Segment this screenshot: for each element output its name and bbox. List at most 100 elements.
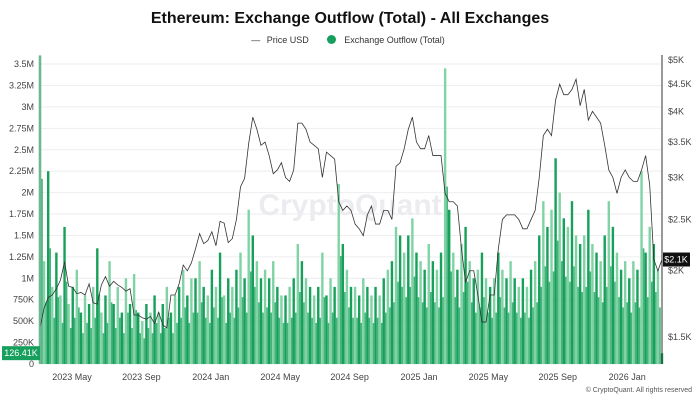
outflow-bar bbox=[372, 322, 375, 364]
price-line bbox=[39, 77, 663, 329]
outflow-bar bbox=[411, 218, 414, 364]
outflow-bar bbox=[619, 269, 623, 364]
outflow-bar bbox=[409, 286, 412, 364]
outflow-bar bbox=[218, 252, 222, 364]
outflow-bar bbox=[509, 261, 512, 364]
x-tick-label: 2025 May bbox=[469, 372, 509, 382]
left-tick-label: 1.25M bbox=[9, 252, 34, 262]
outflow-bar bbox=[214, 286, 218, 364]
watermark: CryptoQuant bbox=[258, 189, 441, 222]
outflow-bar bbox=[63, 226, 66, 364]
outflow-bar bbox=[327, 322, 330, 364]
outflow-bar bbox=[599, 261, 602, 364]
outflow-bar bbox=[331, 312, 334, 364]
outflow-bar bbox=[143, 338, 146, 364]
outflow-bar bbox=[548, 281, 551, 364]
outflow-bar bbox=[112, 304, 115, 364]
x-tick-label: 2023 May bbox=[52, 372, 92, 382]
outflow-bar bbox=[458, 307, 461, 364]
outflow-bar bbox=[382, 278, 385, 364]
outflow-bar bbox=[597, 297, 600, 364]
outflow-bar bbox=[263, 269, 267, 364]
outflow-bar bbox=[511, 302, 514, 364]
legend: — Price USD Exchange Outflow (Total) bbox=[0, 35, 700, 45]
outflow-bar bbox=[308, 286, 312, 364]
outflow-bar bbox=[75, 269, 79, 364]
outflow-bar bbox=[91, 286, 95, 364]
outflow-bar bbox=[321, 252, 324, 364]
outflow-bar bbox=[499, 297, 502, 364]
outflow-bar bbox=[538, 235, 541, 364]
outflow-bar bbox=[638, 307, 641, 364]
outflow-bar bbox=[131, 328, 133, 364]
outflow-bar bbox=[525, 286, 529, 364]
outflow-bar bbox=[41, 178, 43, 364]
outflow-bar bbox=[443, 68, 447, 365]
outflow-bar bbox=[204, 317, 207, 364]
chart-title: Ethereum: Exchange Outflow (Total) - All… bbox=[150, 10, 550, 27]
outflow-bar bbox=[239, 252, 242, 364]
outflow-bar bbox=[145, 304, 148, 364]
outflow-bar bbox=[558, 192, 561, 364]
outflow-bar bbox=[161, 304, 164, 364]
outflow-bar bbox=[86, 322, 88, 364]
outflow-bar bbox=[656, 269, 660, 364]
outflow-bar bbox=[577, 286, 579, 364]
outflow-bar bbox=[349, 286, 353, 364]
legend-outflow[interactable]: Exchange Outflow (Total) bbox=[323, 35, 449, 45]
outflow-bar bbox=[79, 312, 83, 364]
outflow-bar bbox=[159, 333, 162, 364]
outflow-bar bbox=[288, 286, 291, 364]
outflow-bar bbox=[493, 278, 496, 364]
outflow-bar bbox=[213, 307, 215, 364]
outflow-bar bbox=[114, 328, 117, 364]
outflow-bar bbox=[202, 286, 205, 364]
outflow-bar bbox=[659, 307, 661, 364]
outflow-bar bbox=[153, 295, 156, 364]
outflow-bar bbox=[448, 209, 451, 364]
outflow-bar bbox=[644, 252, 647, 364]
legend-price[interactable]: — Price USD bbox=[251, 35, 309, 45]
outflow-bar bbox=[384, 312, 387, 364]
outflow-bar bbox=[529, 269, 533, 364]
outflow-bar bbox=[135, 310, 137, 364]
outflow-bar bbox=[227, 278, 230, 364]
current-outflow-label: 126.41K bbox=[4, 348, 38, 358]
outflow-bar bbox=[245, 312, 248, 364]
outflow-bar bbox=[319, 317, 322, 364]
outflow-bar bbox=[157, 312, 160, 364]
outflow-bar bbox=[581, 292, 584, 364]
x-tick-label: 2024 Jan bbox=[192, 372, 229, 382]
outflow-bar bbox=[200, 302, 203, 364]
outflow-bar bbox=[378, 295, 381, 364]
outflow-bar bbox=[528, 317, 530, 364]
left-tick-label: 3.5M bbox=[14, 59, 34, 69]
outflow-bar bbox=[267, 278, 271, 364]
outflow-bar bbox=[611, 226, 615, 364]
outflow-bar bbox=[610, 266, 612, 364]
legend-dot-icon bbox=[327, 35, 337, 44]
right-tick-label: $2K bbox=[668, 266, 684, 276]
outflow-bar bbox=[595, 252, 598, 364]
outflow-bar bbox=[650, 281, 653, 364]
outflow-bar bbox=[55, 252, 58, 364]
outflow-bar bbox=[454, 297, 457, 364]
outflow-bar bbox=[344, 292, 346, 364]
outflow-bar bbox=[468, 261, 471, 364]
outflow-bar bbox=[380, 322, 383, 364]
outflow-bar bbox=[386, 269, 390, 364]
outflow-bar bbox=[618, 297, 620, 364]
outflow-bar bbox=[630, 312, 633, 364]
outflow-bar bbox=[61, 322, 64, 364]
outflow-bar bbox=[235, 269, 238, 364]
outflow-bar bbox=[141, 321, 144, 364]
outflow-bar bbox=[491, 317, 493, 364]
x-tick-label: 2023 Sep bbox=[122, 372, 161, 382]
outflow-bar bbox=[574, 235, 578, 364]
outflow-bar bbox=[73, 317, 76, 364]
x-tick-label: 2024 May bbox=[260, 372, 300, 382]
outflow-bar bbox=[333, 286, 336, 364]
outflow-bar bbox=[249, 271, 252, 364]
outflow-bar bbox=[341, 244, 345, 364]
outflow-bar bbox=[501, 269, 504, 364]
